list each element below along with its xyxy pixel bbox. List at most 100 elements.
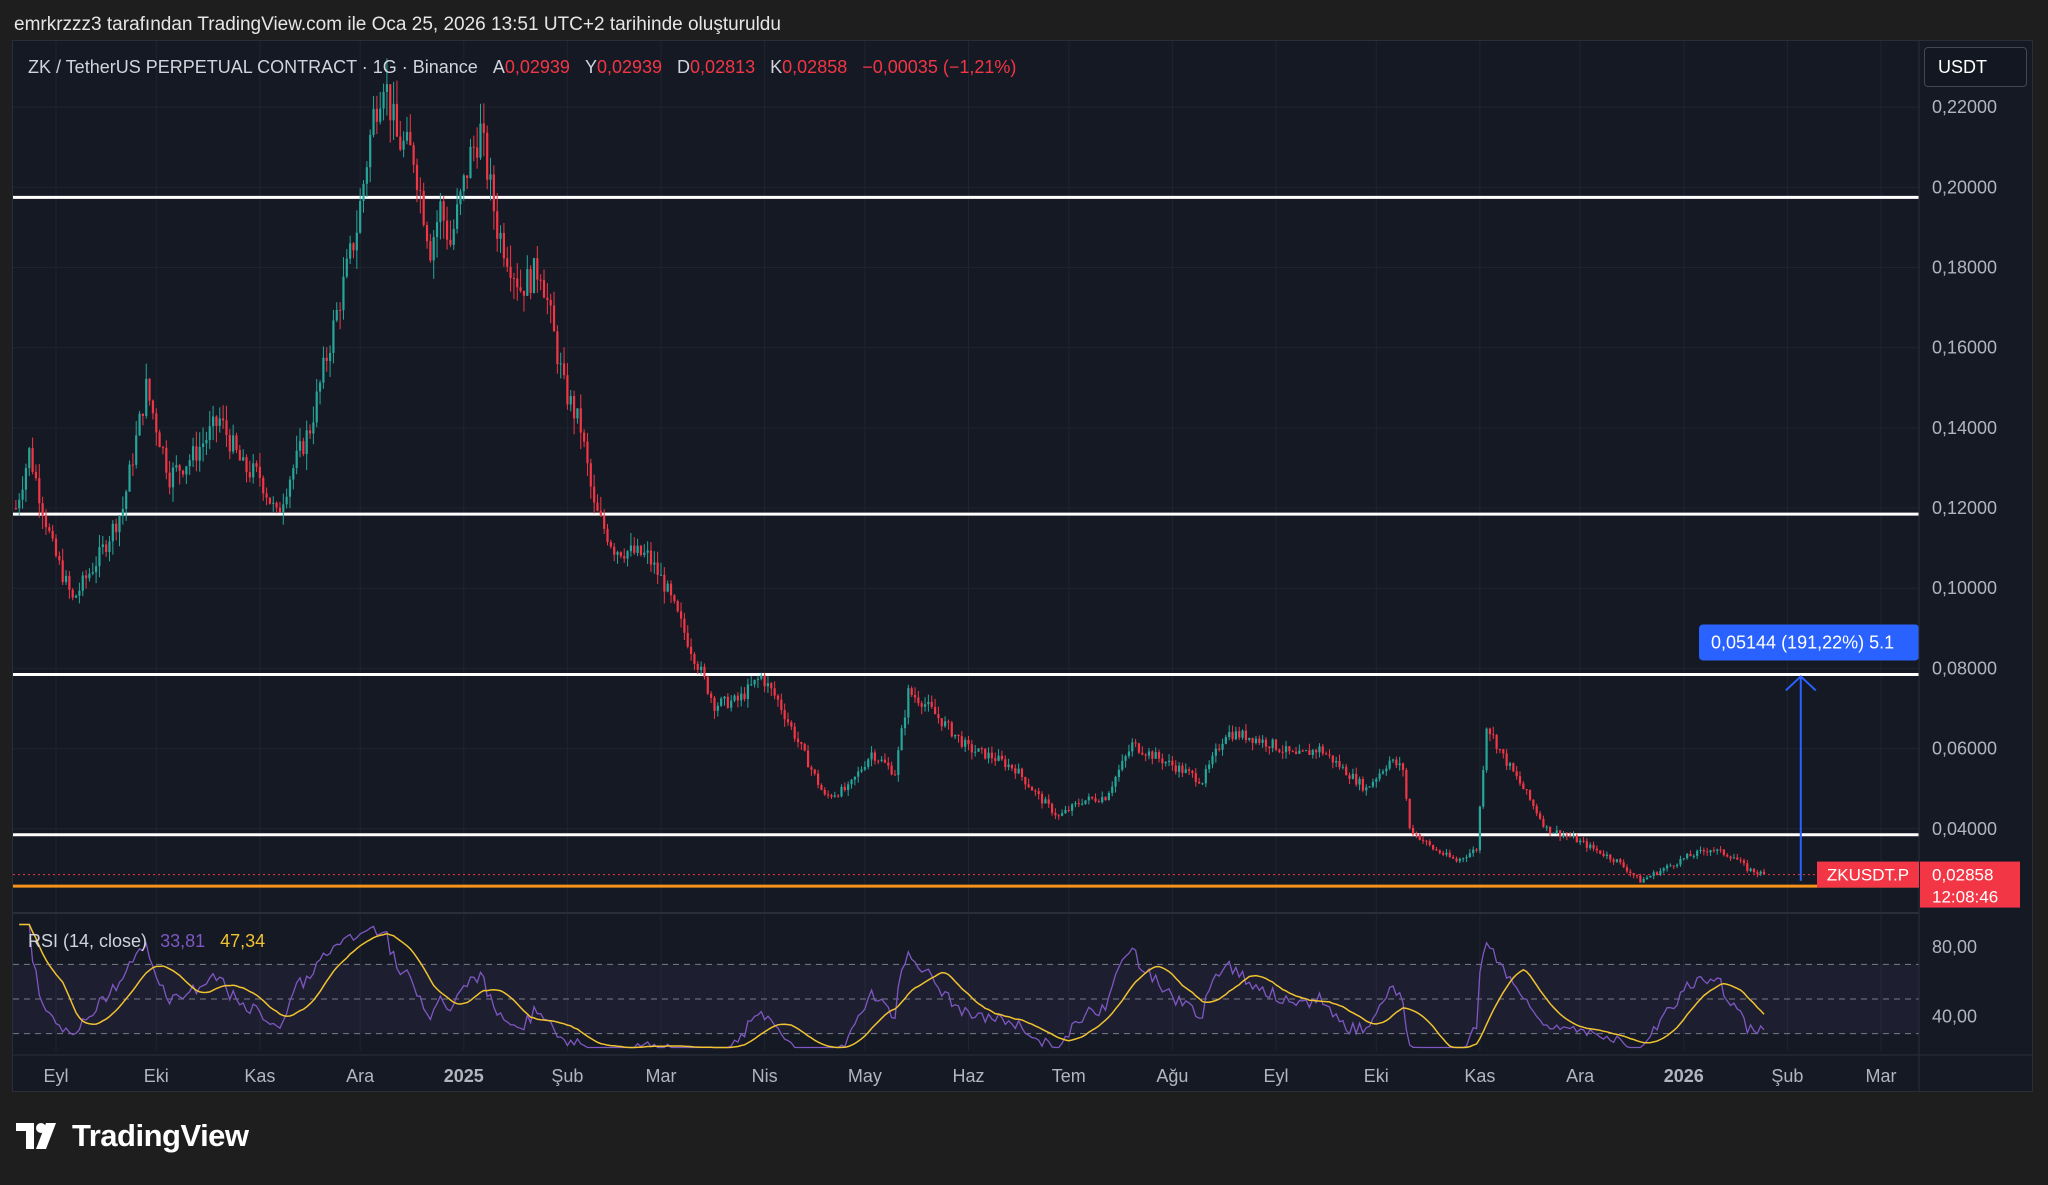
rsi-legend[interactable]: RSI (14, close) 33,81 47,34 [28,931,265,952]
candle-body [1739,859,1742,861]
candle-body [1732,857,1736,859]
candle-body [262,477,265,494]
candle-body [332,320,335,353]
candle-body [1452,856,1455,859]
candles [14,58,1766,883]
candle-body [359,200,362,233]
candle-body [713,697,716,711]
candle-body [1478,806,1482,851]
candle-body [1094,798,1097,802]
candle-body [1345,766,1348,776]
candle-body [1528,790,1532,800]
candle-body [168,472,171,488]
rsi-ma-line [19,923,1765,1049]
candle-body [920,703,923,707]
candle-body [1649,875,1652,878]
candle-body [1294,751,1298,754]
candle-body [1706,851,1709,853]
measure-label-box [1699,624,1919,661]
candle-body [720,698,723,706]
candle-body [626,551,629,559]
candle-body [1702,850,1705,852]
candle-body [689,646,693,655]
measure-tool: 0,05144 (191,22%) 5.1 [1699,624,1919,881]
candle-body [643,552,646,555]
candle-body [1522,783,1525,790]
candle-body [1201,783,1204,785]
candle-body [703,666,706,677]
candle-body [228,435,231,452]
candle-body [1572,835,1575,837]
candle-body [322,357,325,383]
candle-body [860,769,863,772]
candle-body [1676,864,1679,867]
candle-body [1101,797,1104,803]
candle-body [890,765,893,775]
candle-body [549,299,552,306]
candle-body [1575,835,1578,843]
candle-body [81,575,84,591]
time-tick-label: Şub [551,1066,583,1086]
price-chart[interactable]: 0,05144 (191,22%) 5.1 0,22000 0,20000 0,18… [13,41,2032,1091]
candle-body [1692,855,1695,857]
candle-body [1315,750,1318,753]
candle-body [589,463,592,487]
candle-body [1582,840,1585,842]
candle-body [412,145,415,165]
open-label: A [492,57,505,77]
candle-body [706,676,709,694]
candle-body [1281,751,1284,753]
candle-body [342,276,345,311]
candle-body [1198,781,1201,784]
currency-button[interactable]: USDT [1924,47,2027,87]
candle-body [278,507,282,513]
candle-body [850,779,853,785]
candle-body [1121,760,1124,770]
candle-body [1154,752,1157,759]
candle-body [1655,872,1659,875]
candle-body [743,693,746,699]
symbol-title[interactable]: ZK / TetherUS PERPETUAL CONTRACT · 1G · … [28,57,478,77]
candle-body [1184,769,1187,773]
candle-body [21,489,24,500]
tradingview-logo[interactable]: TradingView [16,1118,249,1154]
candle-body [439,201,442,223]
candle-body [335,309,338,321]
candle-body [44,515,48,528]
chart-panel[interactable]: 0,05144 (191,22%) 5.1 0,22000 0,20000 0,18… [12,40,2033,1092]
tradingview-logo-icon [16,1123,56,1149]
candle-body [379,108,382,122]
candle-body [619,552,622,557]
candle-body [1465,857,1468,859]
candle-body [489,174,492,180]
candle-body [211,416,215,427]
candle-body [750,684,753,686]
candle-body [1361,778,1365,791]
candle-body [198,446,201,461]
candle-body [1271,739,1274,749]
candle-body [64,575,68,583]
candle-body [1067,810,1070,812]
time-tick-label: Mar [645,1066,676,1086]
candle-body [539,279,542,281]
candle-body [1208,764,1211,770]
candle-body [118,516,121,533]
candle-body [1081,803,1084,805]
candle-body [1074,803,1077,805]
candle-body [1371,781,1375,787]
time-tick-label: Ara [1566,1066,1595,1086]
time-tick-label: 2025 [444,1066,484,1086]
candle-body [1669,865,1672,867]
candle-body [753,679,756,685]
candle-body [409,131,412,146]
price-tick-label: 0,18000 [1932,258,1997,278]
candle-body [1304,750,1308,752]
candle-body [1057,815,1060,817]
candle-body [813,769,816,774]
candle-body [34,471,38,479]
candle-body [964,739,967,747]
candle-body [1338,761,1341,768]
candle-body [1311,750,1314,756]
candle-body [101,544,104,548]
candle-body [1602,853,1605,856]
